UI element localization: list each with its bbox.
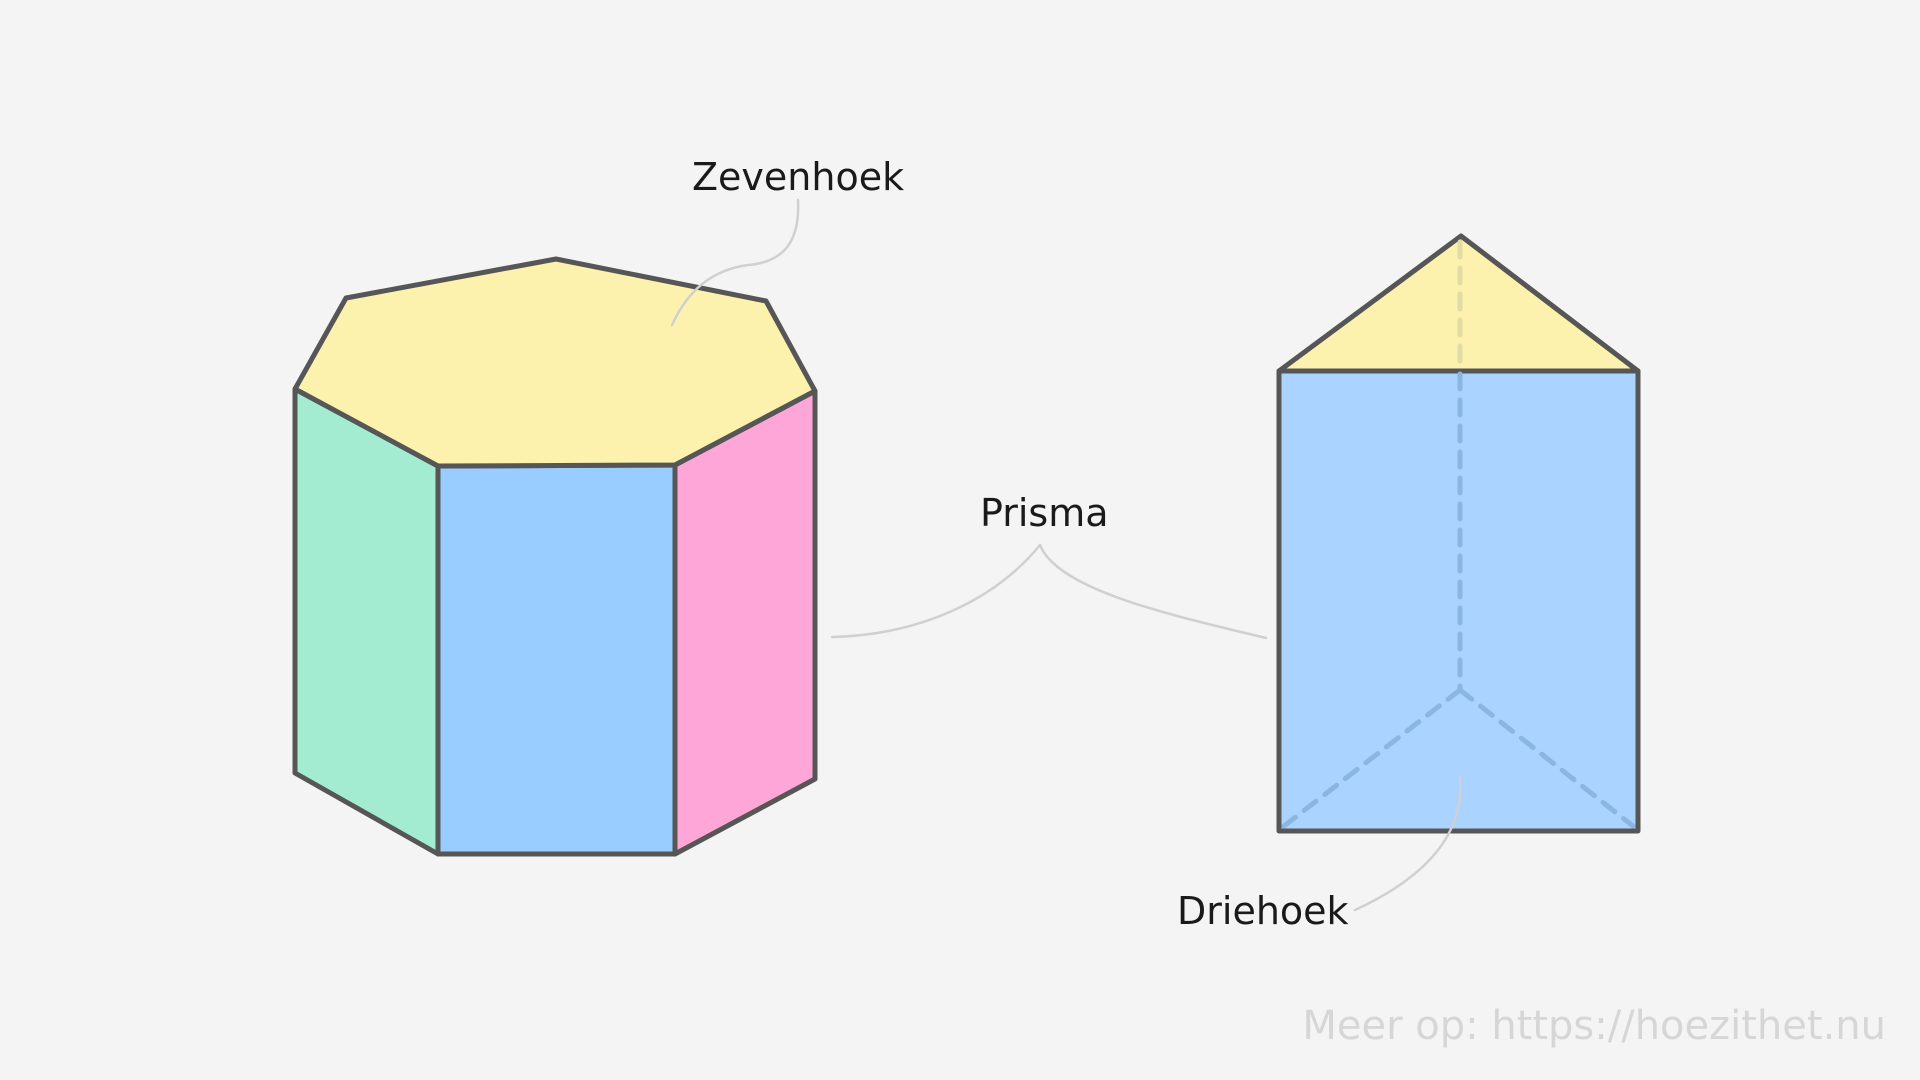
leader-line-triangle xyxy=(1353,776,1462,912)
triangular-prism-front-face xyxy=(1276,368,1641,834)
heptagonal-prism-front-face xyxy=(435,462,678,857)
heptagonal-prism xyxy=(292,256,818,857)
triangular-prism xyxy=(1276,233,1641,834)
watermark-credit: Meer op: https://hoezithet.nu xyxy=(1302,1003,1886,1049)
leader-line-prism-left xyxy=(830,543,1042,639)
label-triangle: Driehoek xyxy=(1177,889,1349,933)
heptagonal-prism-left-face xyxy=(292,386,441,857)
heptagonal-prism-right-face xyxy=(672,388,818,857)
leader-line-prism-right xyxy=(1038,543,1268,640)
label-heptagon: Zevenhoek xyxy=(692,155,905,199)
hidden-edge-base-left xyxy=(1281,687,1463,829)
heptagonal-prism-top-face xyxy=(292,256,818,469)
hidden-edge-base-right xyxy=(1457,687,1636,829)
leader-line-heptagon xyxy=(670,198,800,327)
triangular-prism-hidden-edges xyxy=(1281,239,1636,829)
label-prism: Prisma xyxy=(980,491,1109,535)
leader-lines xyxy=(670,198,1462,912)
